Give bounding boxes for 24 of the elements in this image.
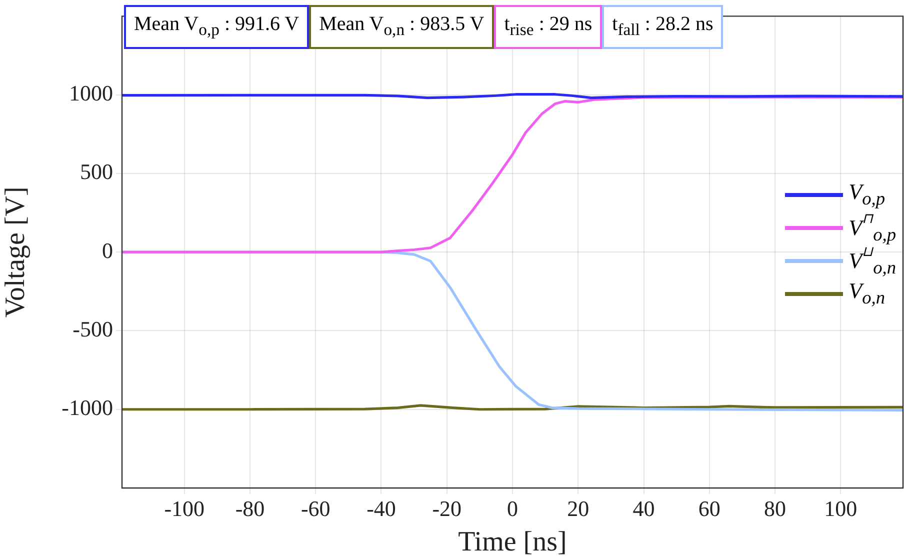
legend-label: V$_{o,p}$ [848, 179, 885, 210]
x-tick-label: 80 [764, 496, 786, 521]
x-tick-label: -20 [432, 496, 462, 521]
x-tick-label: 60 [698, 496, 720, 521]
x-tick-label: 0 [507, 496, 518, 521]
y-tick-label: -1000 [62, 395, 113, 420]
y-tick-label: -500 [72, 316, 113, 342]
x-tick-label: 100 [824, 496, 858, 521]
y-tick-label: 0 [102, 238, 113, 263]
x-tick-label: -60 [300, 496, 330, 521]
legend-label: V$_{o,n}$ [848, 278, 885, 309]
annotation: t$_{fall}$ : 28.2 ns [602, 5, 724, 49]
annotation: Mean V$_{o,p}$ : 991.6 V [124, 5, 310, 49]
y-axis-title: Voltage [V] [0, 186, 32, 318]
annotation: t$_{rise}$ : 29 ns [494, 5, 602, 49]
x-tick-label: 40 [632, 496, 655, 521]
y-tick-label: 1000 [69, 80, 113, 106]
y-tick-label: 500 [80, 159, 113, 184]
x-tick-label: -80 [235, 496, 265, 521]
x-tick-label: -40 [366, 496, 396, 521]
annotation: Mean V$_{o,n}$ : 983.5 V [309, 5, 494, 49]
x-tick-label: -100 [164, 496, 205, 521]
x-axis-title: Time [ns] [458, 526, 567, 558]
x-tick-label: 20 [567, 496, 590, 521]
